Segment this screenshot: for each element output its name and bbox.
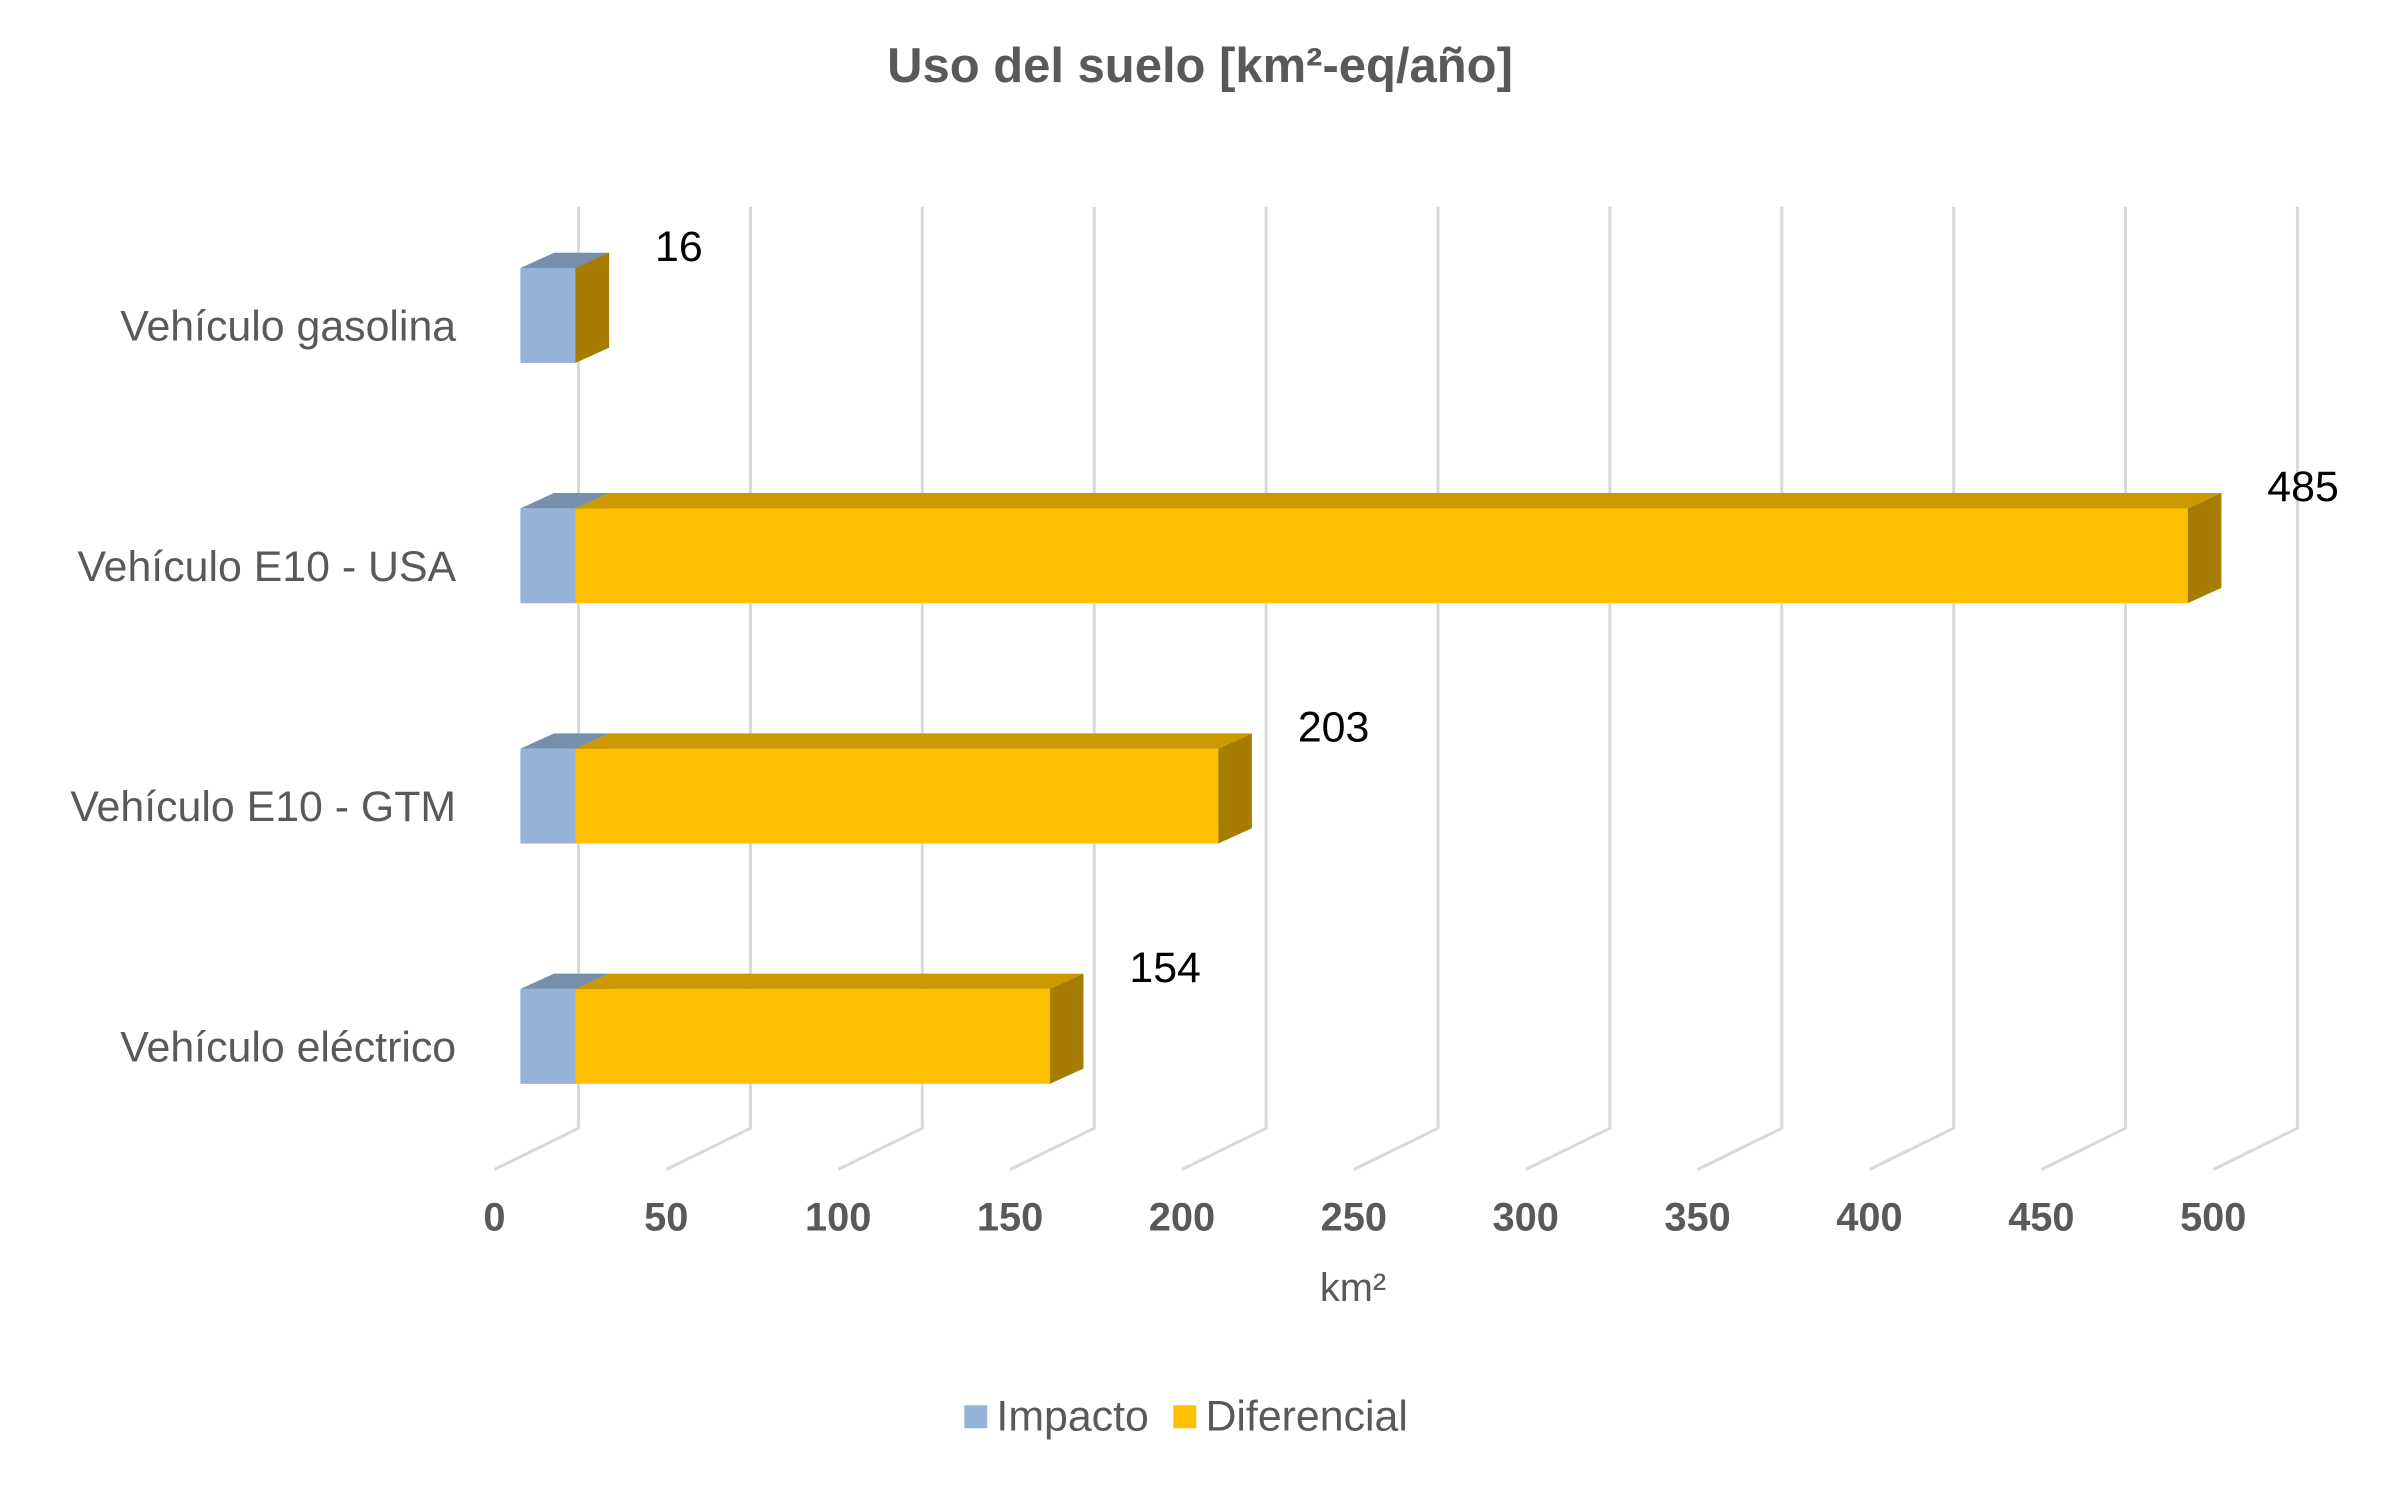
bar-front [520,748,576,844]
bar-side [1218,733,1252,844]
grid-line [1525,206,1612,1171]
bar-front [520,508,576,604]
bar-segment [575,252,610,363]
grid-line [1868,206,1956,1171]
grid-line [2040,206,2128,1171]
bar-top [520,493,610,509]
data-label: 154 [1129,944,1200,992]
bar-front [520,988,576,1084]
x-tick-label: 200 [1149,1196,1215,1240]
bar-top [575,733,1252,749]
bar-top [575,493,2222,509]
bar-segment [575,973,1084,1084]
bar-side [2187,493,2222,604]
y-tick-label: Vehículo eléctrico [120,1023,456,1071]
bar-top [520,973,610,989]
legend-swatch [964,1405,988,1429]
x-tick-label: 400 [1836,1196,1902,1240]
legend-label: Impacto [996,1392,1148,1440]
grid-line [1181,206,1268,1171]
legend-label: Diferencial [1205,1392,1407,1440]
legend-swatch [1173,1405,1197,1429]
x-tick-label: 500 [2180,1196,2246,1240]
bar-segment [575,493,2222,604]
data-label: 16 [655,223,703,271]
bar-front [520,268,576,363]
grid-line [1353,206,1440,1171]
x-tick-label: 100 [805,1196,871,1240]
bar-side [1049,973,1084,1084]
x-axis-title: km² [1320,1266,1386,1310]
bar-top [520,252,610,269]
data-label: 203 [1298,704,1369,752]
x-tick-label: 0 [483,1196,505,1240]
x-tick-label: 50 [644,1196,688,1240]
y-tick-label: Vehículo gasolina [120,303,456,351]
y-tick-label: Vehículo E10 - GTM [70,783,456,831]
grid-line [2212,206,2299,1171]
bar-top [575,973,1084,989]
bar-segment [575,733,1252,844]
x-tick-label: 150 [977,1196,1043,1240]
y-tick-label: Vehículo E10 - USA [77,543,456,591]
bar-front [575,988,1050,1084]
x-tick-label: 450 [2008,1196,2074,1240]
bar-front [575,748,1219,844]
x-tick-label: 350 [1664,1196,1730,1240]
bar-top [520,733,610,749]
bar-front [575,508,2188,604]
data-label: 485 [2267,463,2338,511]
chart-title: Uso del suelo [km²-eq/año] [887,39,1513,93]
bar-side [575,252,610,363]
x-tick-label: 300 [1493,1196,1559,1240]
x-tick-label: 250 [1321,1196,1387,1240]
grid-line [1696,206,1784,1171]
